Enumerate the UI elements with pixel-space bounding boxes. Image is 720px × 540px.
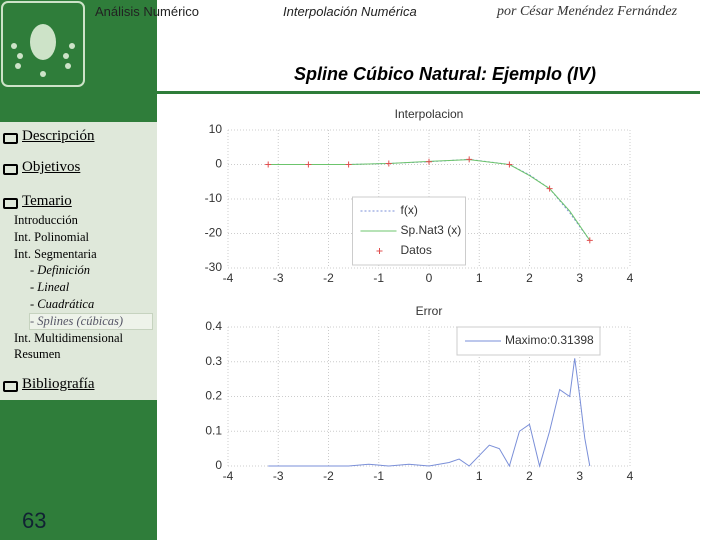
x-tick-label: 2 — [526, 271, 533, 285]
menu-item: - Definición — [30, 263, 91, 278]
menu-item: Int. Segmentaria — [14, 246, 97, 261]
data-point — [506, 161, 513, 168]
data-point — [426, 158, 432, 165]
legend-label: f(x) — [401, 203, 418, 217]
rule — [157, 91, 700, 94]
legend-marker — [376, 248, 383, 254]
x-tick-label: -2 — [323, 469, 334, 483]
legend-box — [456, 326, 601, 356]
x-tick-label: 4 — [627, 271, 634, 285]
x-tick-label: 0 — [426, 271, 433, 285]
topic: Interpolación Numérica — [283, 4, 417, 19]
menu-item: Introducción — [14, 213, 78, 227]
y-tick-label: 0.1 — [205, 423, 222, 437]
legend-label: Maximo:0.31398 — [505, 333, 594, 347]
legend-box — [352, 196, 466, 266]
legend-label: Datos — [401, 243, 432, 257]
legend-label: Sp.Nat3 (x) — [401, 223, 462, 237]
menu-section: Bibliografía — [22, 376, 95, 392]
slide-title: Spline Cúbico Natural: Ejemplo (IV) — [293, 64, 597, 84]
menu-item: - Splines (cúbicas) — [29, 312, 153, 330]
y-tick-label: 0.2 — [205, 389, 222, 403]
x-tick-label: 0 — [426, 469, 433, 483]
menu: Descripción Objetivos Temario Bibliografía I… — [0, 122, 157, 400]
menu-section: Objetivos — [22, 159, 81, 175]
data-point — [546, 185, 553, 192]
y-tick-label: 0 — [215, 458, 222, 472]
chart-title: Error — [416, 304, 443, 318]
data-point — [466, 156, 473, 163]
menu-section: Temario — [22, 193, 72, 209]
menu-item: Resumen — [14, 347, 61, 362]
x-tick-label: 3 — [576, 271, 583, 285]
x-tick-label: 3 — [576, 469, 583, 483]
x-tick-label: 1 — [476, 271, 483, 285]
author: por César Menéndez Fernández — [497, 4, 678, 19]
x-tick-label: -1 — [373, 469, 384, 483]
logo — [1, 1, 85, 87]
menu-section: Descripción — [22, 128, 95, 144]
menu-item: - Lineal — [30, 280, 70, 295]
menu-item: - Cuadrática — [30, 297, 95, 311]
folder-icon — [3, 164, 18, 175]
x-tick-label: -2 — [323, 271, 334, 285]
y-tick-label: -10 — [205, 191, 223, 205]
y-tick-label: 10 — [209, 122, 223, 136]
series-line — [268, 159, 591, 241]
x-tick-label: 4 — [627, 469, 634, 483]
x-tick-label: 1 — [476, 469, 483, 483]
folder-icon — [3, 133, 18, 144]
x-tick-label: 2 — [526, 469, 533, 483]
data-point — [345, 161, 352, 168]
series-line — [268, 358, 591, 468]
data-point — [305, 161, 312, 168]
x-tick-label: -4 — [223, 469, 234, 483]
y-tick-label: 0.3 — [205, 354, 222, 368]
x-tick-label: -4 — [223, 271, 234, 285]
course: Análisis Numérico — [95, 4, 200, 19]
y-tick-label: 0 — [215, 157, 222, 171]
menu-item: Int. Polinomial — [14, 229, 89, 244]
page-number: 63 — [22, 508, 47, 533]
x-tick-label: -3 — [273, 469, 284, 483]
data-point — [586, 237, 593, 244]
chart-title: Interpolacion — [395, 107, 464, 121]
y-tick-label: 0.4 — [205, 319, 222, 333]
y-tick-label: -20 — [205, 226, 223, 240]
x-tick-label: -3 — [273, 271, 284, 285]
menu-item: Int. Multidimensional — [14, 330, 124, 345]
folder-icon — [3, 198, 18, 209]
y-tick-label: -30 — [205, 260, 223, 274]
x-tick-label: -1 — [373, 271, 384, 285]
folder-icon — [3, 381, 18, 392]
data-point — [385, 160, 392, 167]
series-line — [268, 158, 591, 241]
data-point — [265, 161, 272, 168]
